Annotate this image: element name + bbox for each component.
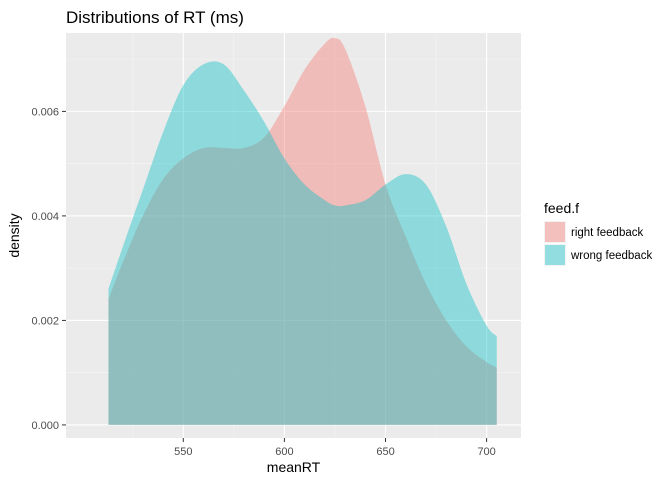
major-gridlines (66, 33, 521, 438)
chart-title: Distributions of RT (ms) (66, 8, 244, 27)
y-tick-label: 0.002 (31, 315, 59, 327)
y-tick-label: 0.006 (31, 106, 59, 118)
legend-key-background (544, 244, 566, 266)
x-axis: 550 600 650 700 (174, 438, 496, 458)
legend-key-background (544, 221, 566, 243)
legend-label: wrong feedback (570, 250, 652, 262)
x-tick-label: 700 (477, 446, 495, 458)
density-areas (108, 37, 497, 425)
x-axis-title: meanRT (267, 459, 321, 475)
legend-key-swatch (545, 222, 565, 242)
density-area-series-1 (108, 37, 497, 425)
legend-label: right feedback (571, 227, 643, 239)
density-area-series-2 (108, 61, 497, 425)
y-axis: 0.000 0.002 0.004 0.006 (31, 106, 66, 432)
plot-panel (66, 33, 521, 438)
y-tick-label: 0.004 (31, 211, 59, 223)
legend-key-swatch (545, 245, 565, 265)
legend-title: feed.f (544, 200, 579, 216)
x-tick-label: 550 (174, 446, 192, 458)
x-tick-label: 650 (376, 446, 394, 458)
x-tick-label: 600 (275, 446, 293, 458)
y-axis-title: density (6, 213, 22, 257)
minor-gridlines (66, 33, 521, 438)
legend: feed.f right feedback wrong feedback (544, 200, 652, 266)
y-tick-label: 0.000 (31, 420, 59, 432)
